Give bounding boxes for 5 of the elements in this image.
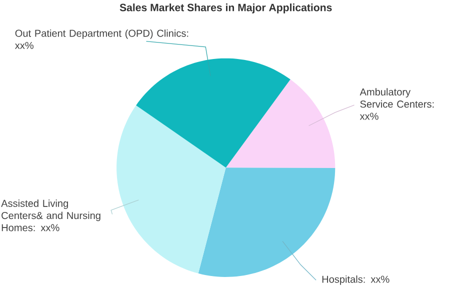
slice-label: Hospitals: xx%	[322, 276, 390, 285]
slice-label: Ambulatory Service Centers: xx%	[360, 88, 434, 120]
slice-label: Assisted Living Centers& and Nursing Homes: xx%	[1, 200, 100, 232]
chart-title: Sales Market Shares in Major Applications	[120, 4, 332, 14]
slice-label: Out Patient Department (OPD) Clinics: xx%	[14, 30, 188, 50]
